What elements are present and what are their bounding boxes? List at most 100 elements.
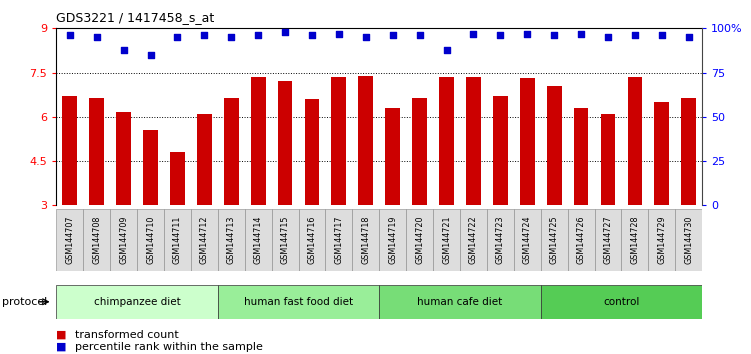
Bar (116, 113, 131, 205)
Point (306, 33, 318, 38)
Text: GSM144715: GSM144715 (281, 216, 290, 264)
Point (629, 33, 641, 38)
Text: human fast food diet: human fast food diet (244, 297, 353, 307)
Bar (406, 209, 433, 271)
Point (64, 33, 76, 38)
Point (171, 34, 183, 40)
Bar (487, 209, 514, 271)
Text: GSM144707: GSM144707 (65, 216, 74, 264)
Bar (164, 209, 191, 271)
Text: percentile rank within the sample: percentile rank within the sample (75, 342, 263, 352)
Bar (358, 75, 373, 205)
Bar (62, 96, 77, 205)
Bar (224, 98, 239, 205)
Bar (170, 152, 185, 205)
Text: GSM144717: GSM144717 (334, 216, 343, 264)
Bar (648, 209, 675, 271)
Bar (460, 209, 487, 271)
Bar (466, 77, 481, 205)
Text: GSM144714: GSM144714 (254, 216, 263, 264)
Bar (89, 98, 104, 205)
Bar (245, 209, 272, 271)
Text: protocol: protocol (2, 297, 47, 307)
Bar (137, 209, 164, 271)
Bar (143, 130, 158, 205)
Text: GDS3221 / 1417458_s_at: GDS3221 / 1417458_s_at (56, 11, 215, 24)
Bar (379, 209, 406, 271)
Bar (547, 86, 562, 205)
Text: GSM144728: GSM144728 (630, 216, 639, 264)
Point (575, 31, 587, 36)
Text: GSM144725: GSM144725 (550, 216, 559, 264)
Point (91, 34, 103, 40)
Bar (331, 77, 346, 205)
Point (521, 31, 533, 36)
Bar (197, 114, 212, 205)
Text: GSM144718: GSM144718 (361, 216, 370, 264)
Point (360, 34, 372, 40)
Text: ■: ■ (56, 330, 67, 339)
Text: human cafe diet: human cafe diet (418, 297, 502, 307)
Bar (675, 209, 702, 271)
Bar (110, 209, 137, 271)
Bar (681, 98, 696, 205)
Bar (379, 285, 541, 319)
Bar (622, 209, 648, 271)
Text: GSM144726: GSM144726 (577, 216, 586, 264)
Bar (251, 77, 266, 205)
Bar (493, 96, 508, 205)
Bar (218, 209, 245, 271)
Text: GSM144712: GSM144712 (200, 216, 209, 264)
Text: GSM144727: GSM144727 (604, 216, 613, 264)
Point (494, 33, 506, 38)
Bar (352, 209, 379, 271)
Point (387, 33, 399, 38)
Point (548, 33, 560, 38)
Point (198, 33, 210, 38)
Text: GSM144709: GSM144709 (119, 216, 128, 264)
Text: GSM144724: GSM144724 (523, 216, 532, 264)
Bar (601, 114, 615, 205)
Bar (278, 81, 292, 205)
Point (333, 31, 345, 36)
Point (683, 34, 695, 40)
Text: transformed count: transformed count (75, 330, 179, 339)
Text: GSM144708: GSM144708 (92, 216, 101, 264)
Point (602, 34, 614, 40)
Text: GSM144722: GSM144722 (469, 216, 478, 264)
Bar (433, 209, 460, 271)
Text: GSM144723: GSM144723 (496, 216, 505, 264)
Bar (385, 108, 400, 205)
Bar (218, 285, 379, 319)
Point (414, 33, 426, 38)
Bar (83, 209, 110, 271)
Bar (628, 77, 642, 205)
Bar (191, 209, 218, 271)
Text: GSM144716: GSM144716 (307, 216, 316, 264)
Point (467, 31, 479, 36)
Text: GSM144720: GSM144720 (415, 216, 424, 264)
Text: GSM144730: GSM144730 (684, 216, 693, 264)
Point (144, 52, 156, 58)
Point (656, 33, 668, 38)
Text: GSM144711: GSM144711 (173, 216, 182, 264)
Text: GSM144710: GSM144710 (146, 216, 155, 264)
Bar (412, 98, 427, 205)
Bar (541, 285, 702, 319)
Text: GSM144719: GSM144719 (388, 216, 397, 264)
Text: chimpanzee diet: chimpanzee diet (94, 297, 180, 307)
Bar (654, 102, 669, 205)
Text: GSM144721: GSM144721 (442, 216, 451, 264)
Bar (574, 108, 589, 205)
Bar (299, 209, 325, 271)
Bar (514, 209, 541, 271)
Bar (568, 209, 595, 271)
Bar (56, 285, 218, 319)
Bar (325, 209, 352, 271)
Bar (541, 209, 568, 271)
Bar (520, 79, 535, 205)
Bar (439, 77, 454, 205)
Point (441, 47, 453, 52)
Point (118, 47, 130, 52)
Point (252, 33, 264, 38)
